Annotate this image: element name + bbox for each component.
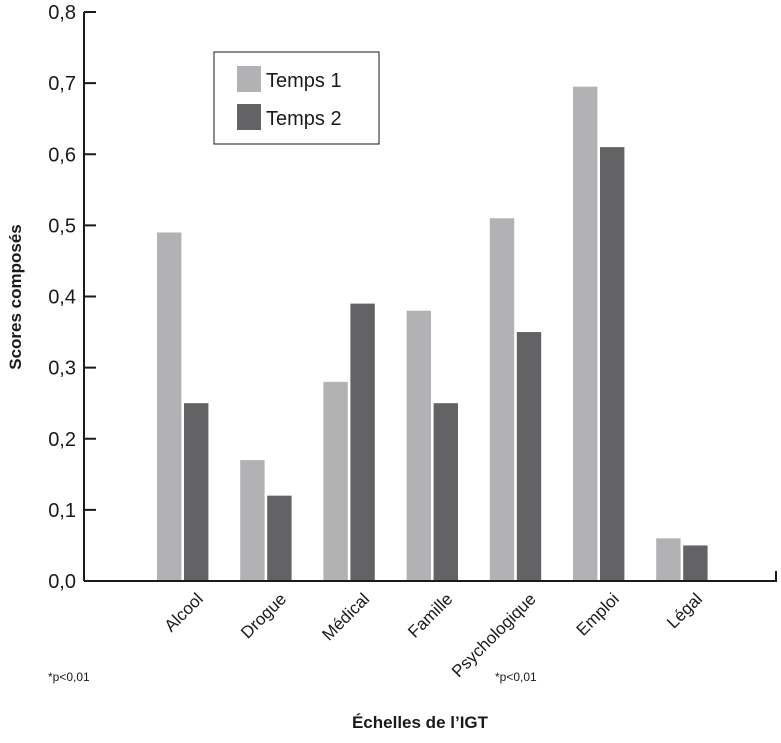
x-tick-label-drogue: Drogue bbox=[237, 589, 290, 642]
bar-famille-temps-2 bbox=[434, 403, 458, 581]
y-tick-label-0: 0,0 bbox=[48, 571, 76, 593]
y-tick-label-2: 0,2 bbox=[48, 429, 76, 451]
x-axis-title: Échelles de l’IGT bbox=[352, 713, 489, 732]
y-tick-label-3: 0,3 bbox=[48, 358, 76, 380]
bar-famille-temps-1 bbox=[407, 311, 431, 581]
bar-psychologique-temps-2 bbox=[517, 332, 541, 581]
bar-emploi-temps-2 bbox=[600, 147, 624, 581]
y-tick-label-7: 0,7 bbox=[48, 73, 76, 95]
y-axis-title: Scores composés bbox=[6, 224, 25, 370]
x-tick-label-alcool: Alcool bbox=[161, 589, 207, 635]
x-tick-label-medical: Médical bbox=[318, 589, 373, 644]
x-tick-label-legal: Légal bbox=[663, 589, 706, 632]
legend-label-temps-1: Temps 1 bbox=[266, 70, 342, 92]
bar-drogue-temps-1 bbox=[240, 460, 264, 581]
legend: Temps 1 Temps 2 bbox=[214, 52, 379, 144]
x-tick-label-famille: Famille bbox=[404, 589, 456, 641]
bar-legal-temps-2 bbox=[683, 545, 707, 581]
y-axis-ticks: 0,0 0,1 0,2 0,3 0,4 0,5 0,6 0,7 0,8 bbox=[48, 2, 96, 593]
bar-alcool-temps-2 bbox=[184, 403, 208, 581]
y-tick-label-1: 0,1 bbox=[48, 500, 76, 522]
y-tick-label-5: 0,5 bbox=[48, 215, 76, 237]
x-tick-label-psychologique: Psychologique bbox=[448, 589, 540, 681]
significance-note-left: *p<0,01 bbox=[48, 670, 90, 684]
x-tick-label-emploi: Emploi bbox=[573, 589, 623, 639]
bar-alcool-temps-1 bbox=[157, 232, 181, 581]
bars bbox=[157, 87, 708, 581]
legend-box bbox=[214, 52, 379, 144]
y-tick-label-6: 0,6 bbox=[48, 144, 76, 166]
y-tick-label-8: 0,8 bbox=[48, 2, 76, 24]
legend-swatch-temps-1 bbox=[237, 66, 261, 92]
y-tick-label-4: 0,4 bbox=[48, 287, 76, 309]
bar-legal-temps-1 bbox=[656, 538, 680, 581]
bar-medical-temps-1 bbox=[323, 382, 347, 581]
legend-swatch-temps-2 bbox=[237, 104, 261, 130]
significance-note-psychologique: *p<0,01 bbox=[495, 670, 537, 684]
legend-label-temps-2: Temps 2 bbox=[266, 108, 342, 130]
bar-drogue-temps-2 bbox=[267, 496, 291, 581]
bar-psychologique-temps-1 bbox=[490, 218, 514, 581]
bar-emploi-temps-1 bbox=[573, 87, 597, 581]
bar-medical-temps-2 bbox=[350, 304, 374, 581]
